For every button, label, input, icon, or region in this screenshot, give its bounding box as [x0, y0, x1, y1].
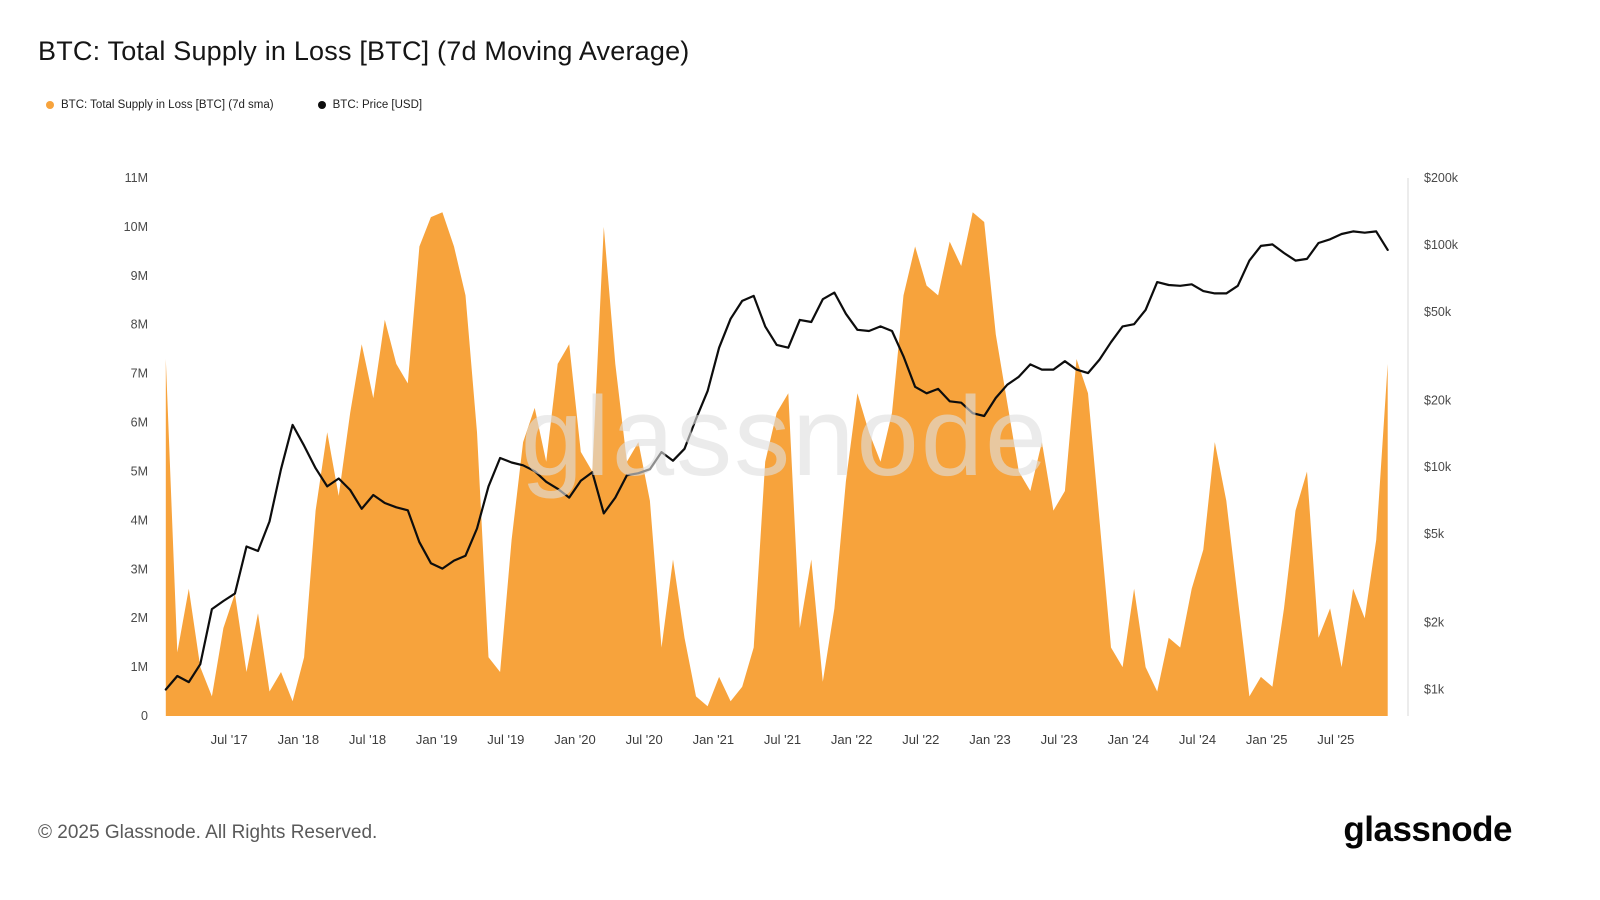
left-axis-tick: 9M	[131, 269, 148, 283]
x-axis-tick: Jul '17	[211, 732, 248, 747]
legend-label-supply: BTC: Total Supply in Loss [BTC] (7d sma)	[61, 99, 274, 111]
left-axis-tick: 8M	[131, 318, 148, 332]
right-axis-tick: $5k	[1424, 527, 1445, 541]
price-line-series	[164, 230, 1389, 691]
supply-in-loss-area-series	[165, 212, 1388, 716]
x-axis-tick: Jul '20	[626, 732, 663, 747]
left-axis-tick: 0	[141, 709, 148, 723]
x-axis-tick: Jan '23	[969, 732, 1011, 747]
glassnode-logo: glassnode	[1343, 810, 1512, 849]
x-axis-tick: Jul '22	[902, 732, 939, 747]
right-axis-tick: $1k	[1424, 683, 1445, 697]
legend-label-price: BTC: Price [USD]	[332, 99, 423, 111]
right-axis-tick: $2k	[1424, 616, 1445, 630]
left-axis-tick: 10M	[124, 220, 148, 234]
left-axis-tick: 5M	[131, 464, 148, 478]
left-axis-tick: 3M	[131, 562, 148, 576]
left-axis-tick: 7M	[131, 367, 148, 381]
copyright-text: © 2025 Glassnode. All Rights Reserved.	[38, 822, 378, 843]
right-axis-tick: $200k	[1424, 171, 1459, 185]
right-axis-tick: $20k	[1424, 393, 1452, 407]
left-axis-tick: 6M	[131, 416, 148, 430]
x-axis-tick: Jan '24	[1108, 732, 1150, 747]
legend: BTC: Total Supply in Loss [BTC] (7d sma)…	[46, 99, 422, 111]
x-axis-tick: Jul '21	[764, 732, 801, 747]
left-axis-tick: 2M	[131, 611, 148, 625]
x-axis-tick: Jan '22	[831, 732, 873, 747]
x-axis-tick: Jul '25	[1317, 732, 1354, 747]
x-axis-tick: Jul '18	[349, 732, 386, 747]
x-axis-tick: Jul '24	[1179, 732, 1216, 747]
x-axis-tick: Jan '25	[1246, 732, 1288, 747]
x-axis-tick: Jan '21	[693, 732, 735, 747]
legend-item-price[interactable]: BTC: Price [USD]	[317, 99, 423, 111]
left-axis-tick: 11M	[125, 171, 148, 185]
x-axis-tick: Jan '18	[278, 732, 320, 747]
legend-dot-price-icon	[317, 101, 326, 109]
x-axis-tick: Jan '20	[554, 732, 596, 747]
left-axis-tick: 4M	[131, 513, 148, 527]
page-title: BTC: Total Supply in Loss [BTC] (7d Movi…	[38, 36, 690, 66]
legend-item-supply-in-loss[interactable]: BTC: Total Supply in Loss [BTC] (7d sma)	[46, 99, 274, 111]
left-axis-tick: 1M	[131, 660, 148, 674]
x-axis-tick: Jul '23	[1041, 732, 1078, 747]
legend-dot-supply-icon	[46, 101, 54, 109]
right-axis-tick: $100k	[1424, 238, 1459, 252]
x-axis-tick: Jul '19	[487, 732, 524, 747]
x-axis-tick: Jan '19	[416, 732, 458, 747]
right-axis-tick: $50k	[1424, 305, 1452, 319]
right-axis-tick: $10k	[1424, 460, 1452, 474]
